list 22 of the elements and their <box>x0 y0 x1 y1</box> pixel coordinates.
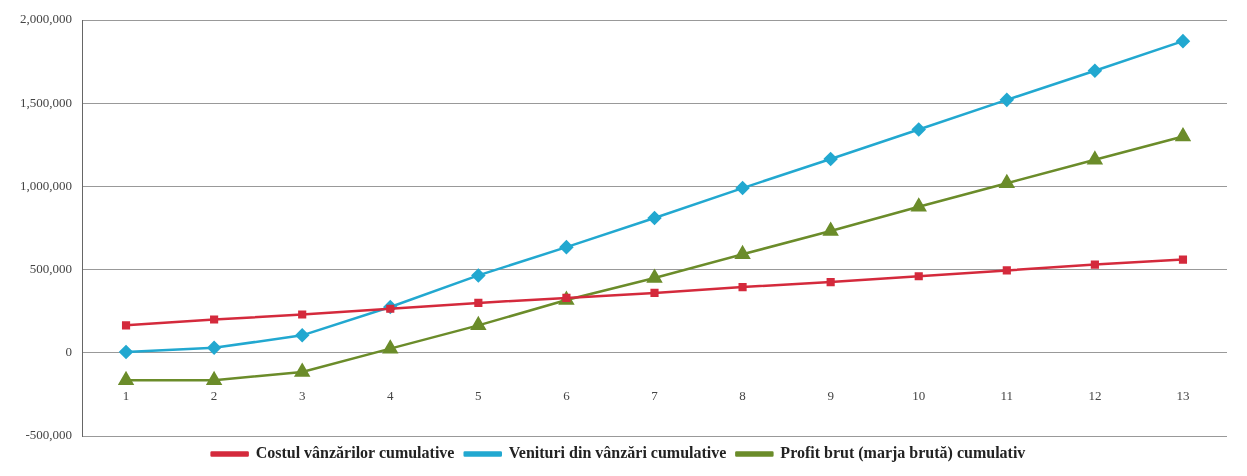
y-tick-label: 500,000 <box>29 261 72 277</box>
y-tick-label: 1,500,000 <box>20 94 72 110</box>
y-tick-label: -500,000 <box>25 427 72 443</box>
x-tick-label: 8 <box>739 388 746 404</box>
legend-label: Profit brut (marja brută) cumulativ <box>780 444 1026 463</box>
x-tick-label: 10 <box>912 388 926 404</box>
x-tick-label: 3 <box>298 388 306 404</box>
y-tick-label: 1,000,000 <box>20 177 72 193</box>
x-tick-label: 4 <box>387 388 395 404</box>
x-tick-label: 7 <box>651 388 659 404</box>
y-tick-label: 2,000,000 <box>20 11 72 27</box>
x-tick-label: 12 <box>1088 388 1102 404</box>
legend-label: Venituri din vânzări cumulative <box>508 444 727 462</box>
x-tick-label: 13 <box>1176 388 1190 404</box>
x-tick-label: 1 <box>122 388 130 404</box>
x-tick-label: 5 <box>475 388 482 404</box>
x-tick-label: 11 <box>1000 388 1014 404</box>
x-tick-label: 6 <box>563 388 571 404</box>
x-tick-label: 2 <box>210 388 218 404</box>
y-tick-label: 0 <box>65 344 72 360</box>
legend-label: Costul vânzărilor cumulative <box>255 444 455 462</box>
x-tick-label: 9 <box>827 388 834 404</box>
